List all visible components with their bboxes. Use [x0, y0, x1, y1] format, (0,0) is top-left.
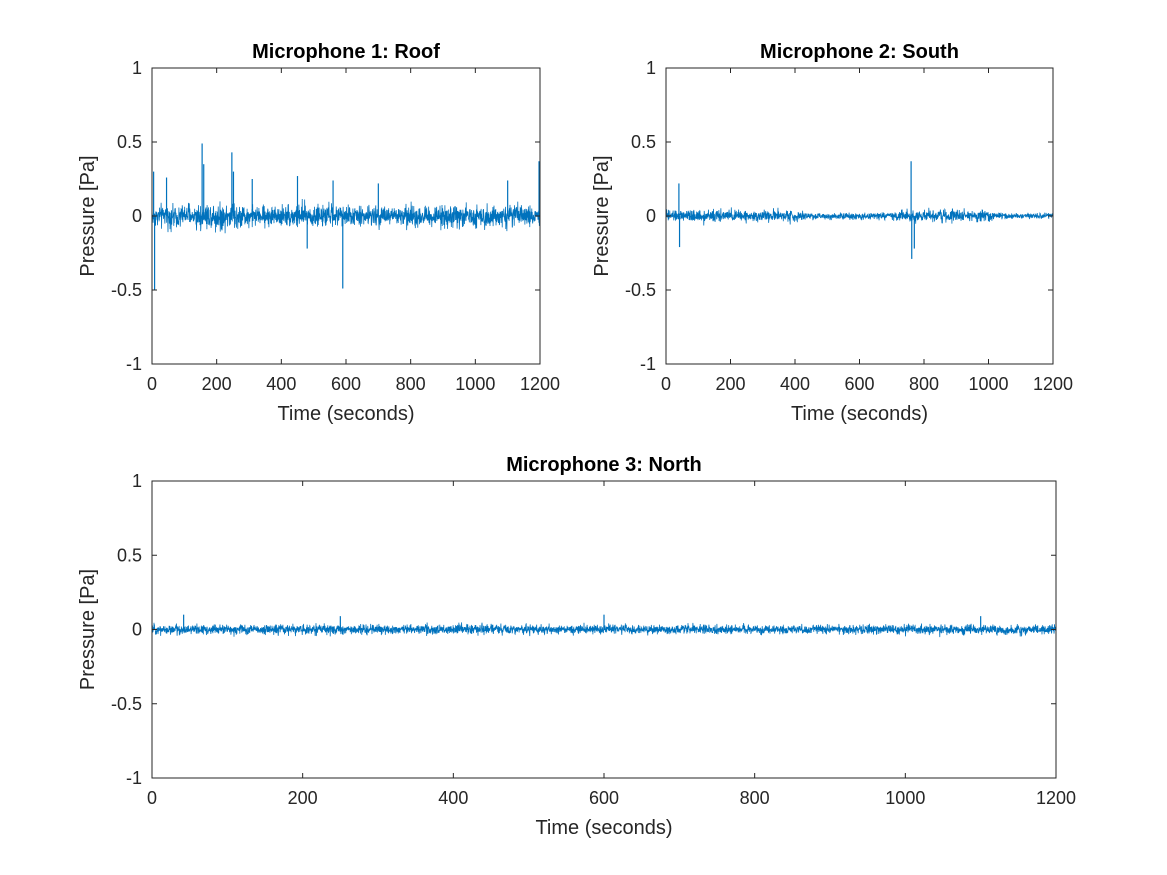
- mic1-xtick-label: 200: [202, 374, 232, 394]
- mic1-xtick-label: 0: [147, 374, 157, 394]
- mic1-xtick-label: 400: [266, 374, 296, 394]
- subplot-mic3: 0 200 400 600 800 1000 1200 -1 -0.5 0 0.5 1 Micropho…: [77, 454, 1076, 839]
- mic2-title: Microphone 2: South: [760, 41, 959, 63]
- mic1-title: Microphone 1: Roof: [252, 41, 440, 63]
- mic1-y-axis-label: Pressure [Pa]: [77, 155, 99, 276]
- mic2-xtick-label: 600: [844, 374, 874, 394]
- mic2-signal-line: [666, 207, 1053, 226]
- subplot-mic2: 0 200 400 600 800 1000 1200 -1 -0.5 0 0.5 1 Micropho…: [591, 41, 1073, 425]
- mic3-x-axis-label: Time (seconds): [535, 817, 672, 839]
- mic3-ytick-label: -1: [126, 768, 142, 788]
- mic1-xtick-label: 600: [331, 374, 361, 394]
- mic1-ytick-label: 0: [132, 206, 142, 226]
- mic2-xtick-label: 0: [661, 374, 671, 394]
- mic2-xtick-label: 1200: [1033, 374, 1073, 394]
- mic2-x-axis-label: Time (seconds): [791, 403, 928, 425]
- mic3-xtick-label: 1000: [885, 788, 925, 808]
- mic2-xtick-label: 400: [780, 374, 810, 394]
- mic1-ytick-label: 0.5: [117, 132, 142, 152]
- mic3-ytick-label: -0.5: [111, 694, 142, 714]
- mic1-x-axis-label: Time (seconds): [277, 403, 414, 425]
- mic2-ytick-label: 0: [646, 206, 656, 226]
- mic1-ytick-label: -0.5: [111, 280, 142, 300]
- mic2-ytick-label: -0.5: [625, 280, 656, 300]
- mic1-xtick-label: 1000: [455, 374, 495, 394]
- mic2-xtick-label: 800: [909, 374, 939, 394]
- mic3-xtick-label: 400: [438, 788, 468, 808]
- mic3-xtick-label: 800: [740, 788, 770, 808]
- mic1-signal-line: [152, 199, 540, 234]
- mic3-xtick-label: 1200: [1036, 788, 1076, 808]
- subplot-mic1: 0 200 400 600 800 1000 1200 -1 -0.5 0 0.5 1 Micropho…: [77, 41, 560, 425]
- mic2-ytick-label: 0.5: [631, 132, 656, 152]
- mic1-xtick-label: 1200: [520, 374, 560, 394]
- mic2-ytick-label: -1: [640, 354, 656, 374]
- mic3-xtick-label: 0: [147, 788, 157, 808]
- mic3-ytick-label: 1: [132, 471, 142, 491]
- mic3-xtick-label: 600: [589, 788, 619, 808]
- mic3-xtick-label: 200: [288, 788, 318, 808]
- mic2-y-axis-label: Pressure [Pa]: [591, 155, 613, 276]
- mic3-ytick-label: 0.5: [117, 545, 142, 565]
- mic1-xtick-label: 800: [396, 374, 426, 394]
- mic1-ytick-label: -1: [126, 354, 142, 374]
- mic2-xtick-label: 1000: [968, 374, 1008, 394]
- mic3-ytick-label: 0: [132, 620, 142, 640]
- mic3-title: Microphone 3: North: [506, 454, 702, 476]
- mic2-ytick-label: 1: [646, 58, 656, 78]
- mic2-xtick-label: 200: [715, 374, 745, 394]
- mic3-y-axis-label: Pressure [Pa]: [77, 569, 99, 690]
- mic1-ytick-label: 1: [132, 58, 142, 78]
